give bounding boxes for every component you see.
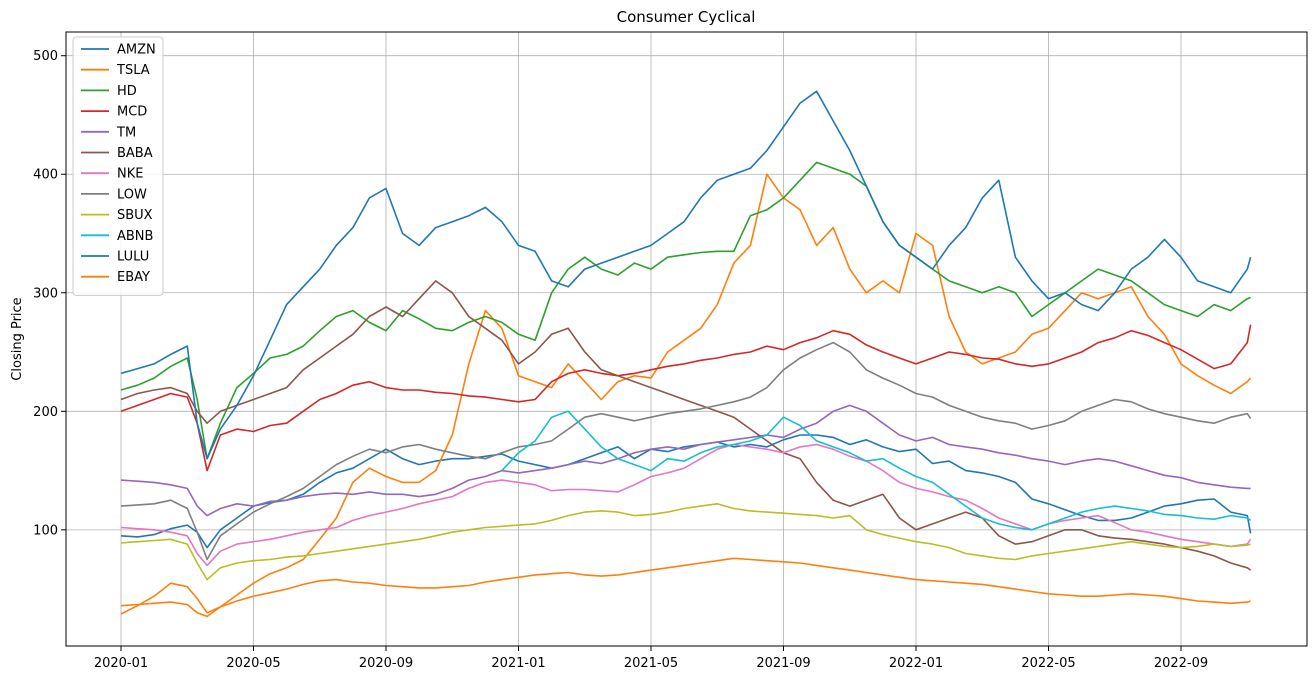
series-line-baba	[120, 280, 1252, 571]
legend: AMZN TSLA HD MCD TM BABA NKE LOW SBUX ABNB LULU EBA…	[72, 36, 164, 296]
series-line-low	[120, 341, 1252, 561]
chart-title: Consumer Cyclical	[617, 8, 756, 26]
series-line-tm	[120, 404, 1251, 517]
plot-frame	[65, 31, 1308, 647]
y-tick-label: 300	[33, 286, 58, 301]
series-line-tsla	[120, 173, 1252, 615]
x-tick-label: 2022-05	[1021, 656, 1075, 671]
grid	[66, 32, 1307, 646]
legend-label: LULU	[117, 250, 149, 265]
y-axis-label: Closing Price	[10, 297, 25, 380]
y-tick-label: 400	[33, 168, 58, 183]
series-line-lulu	[120, 90, 1252, 460]
legend-label: MCD	[117, 105, 147, 120]
legend-label: ABNB	[117, 229, 153, 244]
y-tick-label: 100	[33, 523, 58, 538]
legend-box	[72, 36, 164, 296]
x-tick-label: 2021-01	[491, 656, 545, 671]
legend-label: TSLA	[116, 63, 150, 78]
axes-ticks: 2020-01 2020-05 2020-09 2021-01 2021-05 2021-…	[33, 49, 1208, 671]
x-tick-label: 2020-05	[226, 656, 280, 671]
x-tick-label: 2021-09	[756, 656, 810, 671]
x-tick-label: 2020-09	[359, 656, 413, 671]
series-line-mcd	[120, 324, 1252, 472]
legend-label: LOW	[117, 187, 147, 202]
series-line-ebay	[120, 557, 1251, 618]
series-line-nke	[120, 443, 1252, 567]
series-line-hd	[120, 161, 1251, 460]
x-tick-label: 2022-09	[1154, 656, 1208, 671]
series-line-abnb	[501, 410, 1252, 531]
x-tick-label: 2021-05	[624, 656, 678, 671]
y-tick-label: 500	[33, 49, 58, 64]
x-tick-label: 2022-01	[889, 656, 943, 671]
legend-label: NKE	[117, 167, 143, 182]
legend-label: EBAY	[117, 270, 150, 285]
legend-label: SBUX	[117, 208, 153, 223]
legend-label: BABA	[117, 146, 153, 161]
legend-label: AMZN	[117, 43, 156, 58]
legend-label: TM	[116, 125, 136, 140]
series-line-amzn	[120, 434, 1252, 549]
series-line-sbux	[120, 503, 1251, 581]
y-tick-label: 200	[33, 405, 58, 420]
legend-label: HD	[117, 84, 137, 99]
x-tick-label: 2020-01	[94, 656, 148, 671]
series-lines	[120, 90, 1252, 618]
